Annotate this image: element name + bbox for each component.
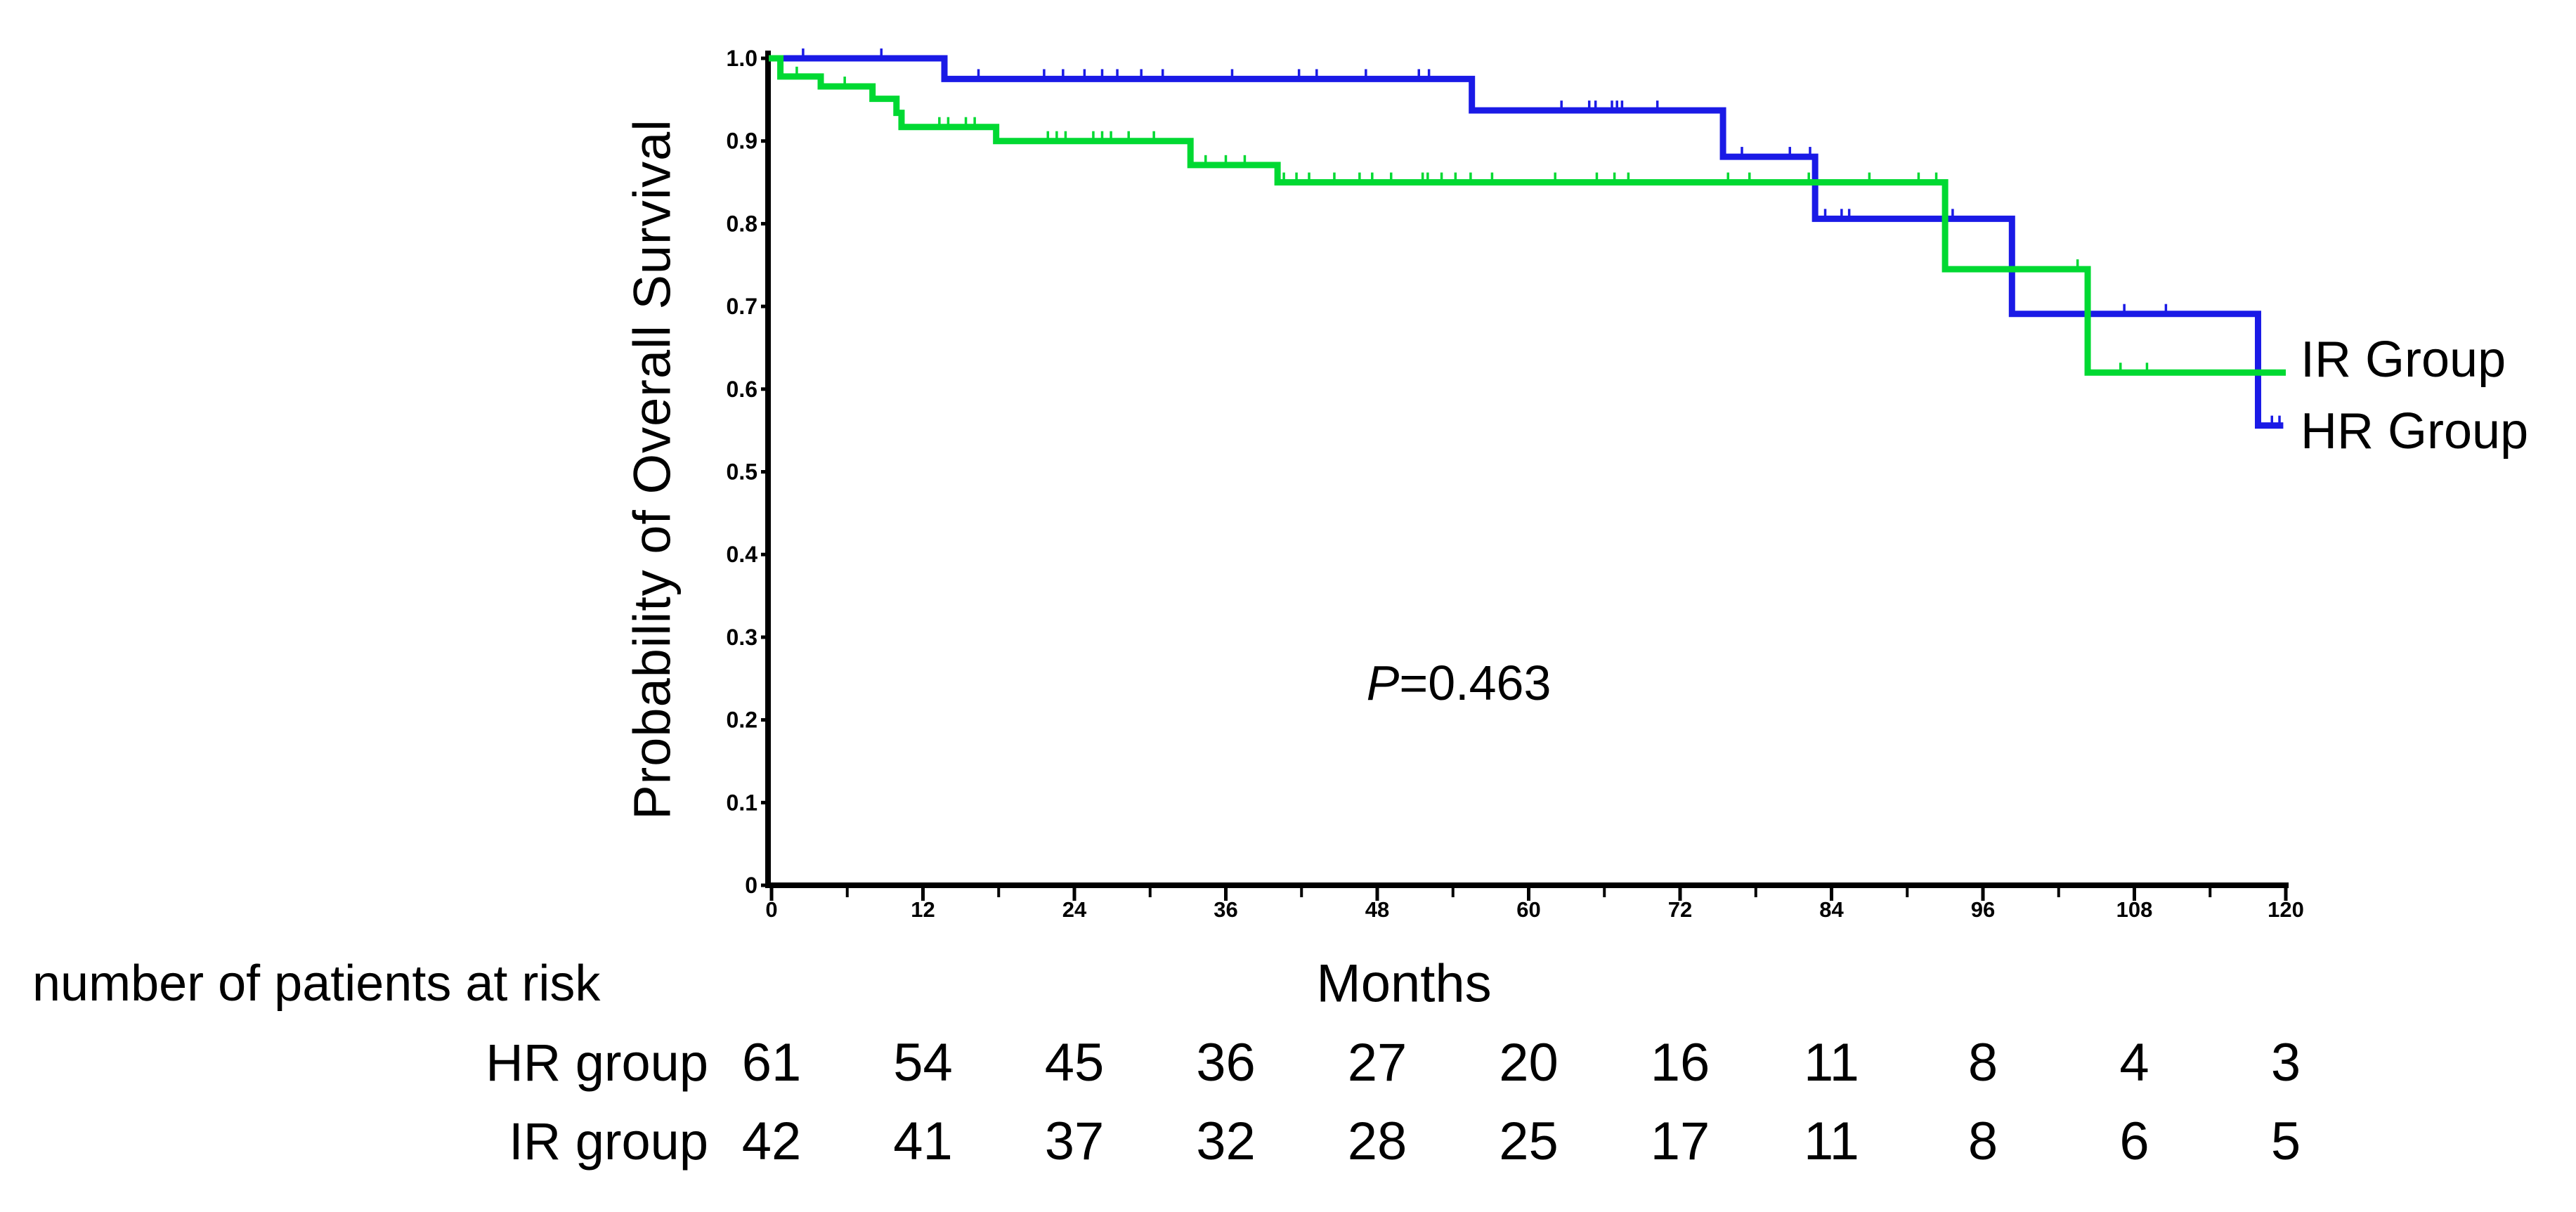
x-tick-label: 24 [1062,897,1087,922]
x-tick-label: 120 [2268,897,2304,922]
at-risk-value: 4 [2119,1033,2149,1093]
y-tick-label: 0.8 [727,211,757,236]
y-tick-label: 0.9 [727,129,757,154]
at-risk-value: 36 [1196,1033,1256,1093]
y-axis-title: Probability of Overall Survival [623,119,682,820]
x-tick-label: 60 [1516,897,1540,922]
legend-label-hr: HR Group [2301,403,2529,460]
x-tick-label: 84 [1819,897,1844,922]
p-value-annotation: P=0.463 [1367,655,1552,711]
at-risk-value: 3 [2271,1033,2301,1093]
y-tick-label: 0.4 [727,542,758,567]
y-tick-label: 0.7 [727,294,757,319]
y-tick-label: 0 [745,873,757,898]
at-risk-row-label-hr: HR group [486,1034,708,1092]
x-tick-label: 72 [1668,897,1692,922]
y-tick-label: 0.3 [727,625,757,650]
x-axis-title: Months [1316,953,1492,1014]
p-symbol: P [1366,656,1400,710]
x-tick-label: 96 [1971,897,1995,922]
at-risk-value: 41 [893,1112,953,1171]
x-tick-label: 12 [911,897,935,922]
ir-survival-curve [769,55,2286,376]
at-risk-value: 20 [1499,1033,1559,1093]
p-value-text: =0.463 [1399,656,1552,710]
y-tick-label: 0.5 [727,460,757,485]
x-tick-label: 48 [1365,897,1389,922]
at-risk-value: 32 [1196,1112,1256,1171]
at-risk-value: 28 [1348,1112,1407,1171]
x-tick-label: 36 [1214,897,1237,922]
legend-label-ir: IR Group [2301,332,2506,388]
at-risk-value: 8 [1968,1112,1998,1171]
at-risk-row-label-ir: IR group [509,1112,708,1171]
y-tick-label: 1.0 [727,46,757,71]
at-risk-value: 54 [893,1033,953,1093]
at-risk-value: 45 [1045,1033,1105,1093]
at-risk-value: 8 [1968,1033,1998,1093]
y-tick-label: 0.6 [727,377,757,402]
y-tick-label: 0.1 [727,790,757,815]
x-tick-label: 108 [2116,897,2153,922]
at-risk-value: 11 [1804,1112,1859,1171]
at-risk-value: 6 [2119,1112,2149,1171]
at-risk-value: 42 [742,1112,802,1171]
at-risk-value: 37 [1045,1112,1105,1171]
x-tick-label: 0 [765,897,777,922]
at-risk-header: number of patients at risk [32,956,601,1012]
at-risk-value: 27 [1348,1033,1407,1093]
y-tick-label: 0.2 [727,708,757,733]
at-risk-value: 16 [1651,1033,1710,1093]
hr-survival-curve [769,55,2284,429]
at-risk-value: 17 [1651,1112,1710,1171]
at-risk-value: 5 [2271,1112,2301,1171]
at-risk-value: 61 [742,1033,802,1093]
at-risk-value: 11 [1804,1033,1859,1093]
at-risk-value: 25 [1499,1112,1559,1171]
